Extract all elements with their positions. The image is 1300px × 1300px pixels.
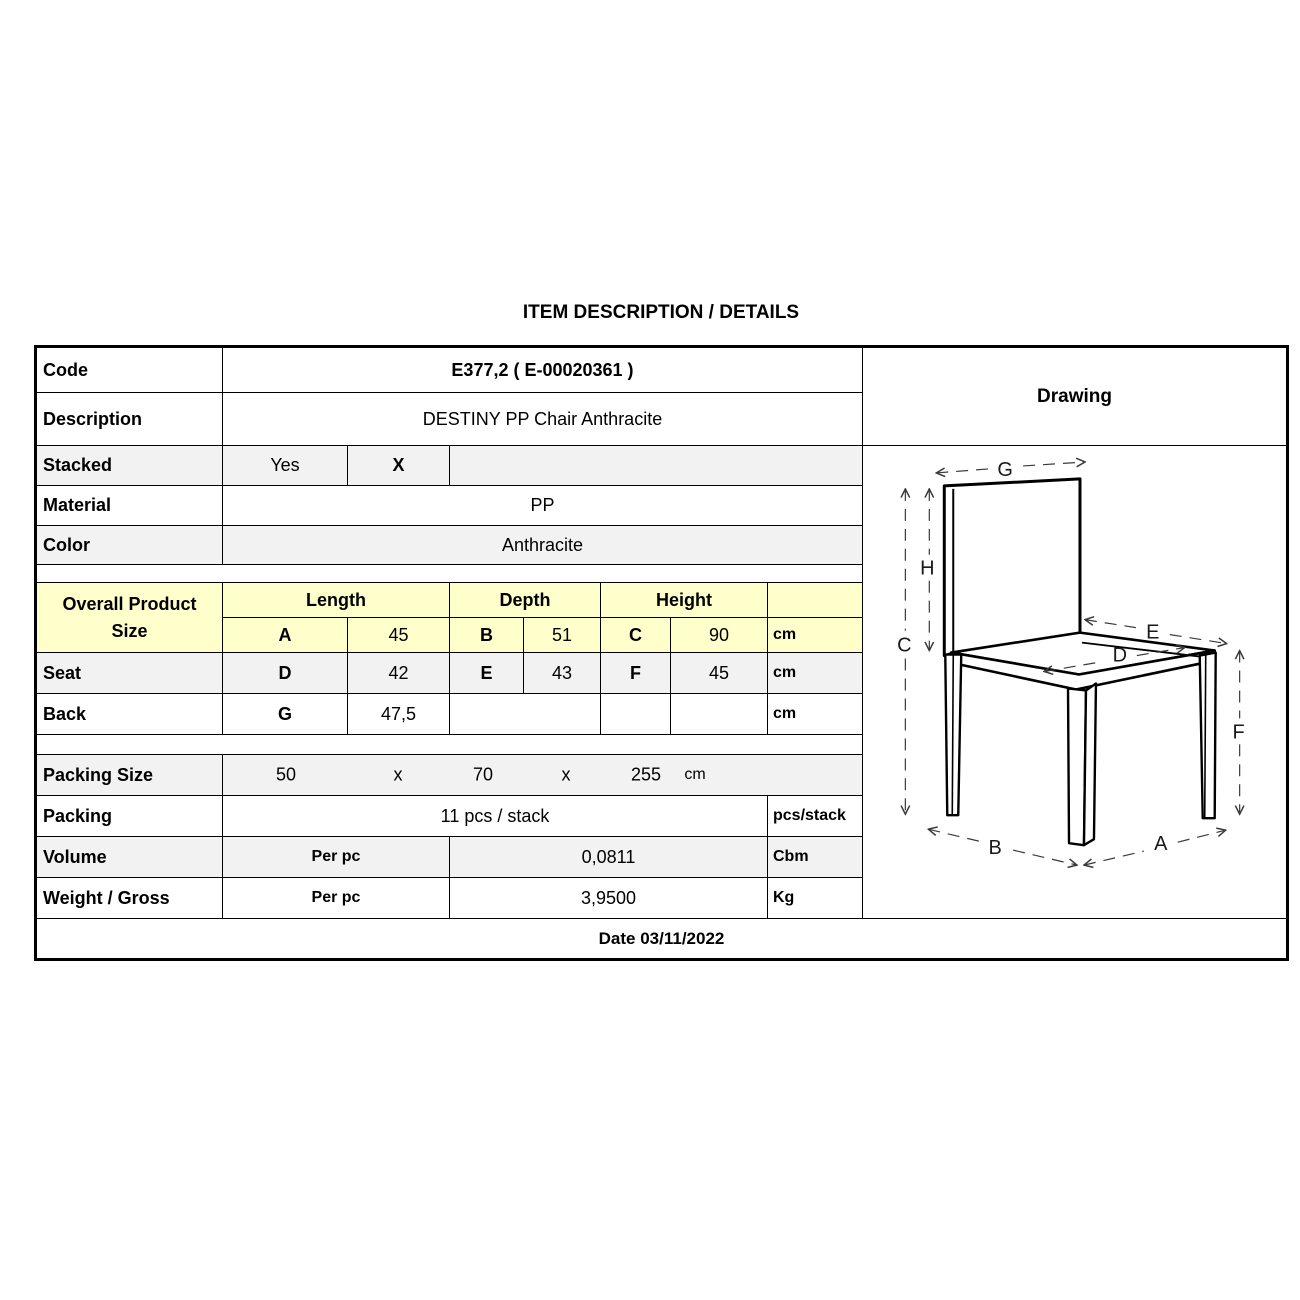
description-value: DESTINY PP Chair Anthracite [223,393,863,446]
weight-label: Weight / Gross [37,878,223,919]
back-label: Back [37,694,223,735]
packing-size-x2: x [561,764,571,785]
drawing-header: Drawing [863,348,1286,446]
chair-drawing: G H C E D F B A [897,446,1245,918]
dim-key-g: G [223,694,348,735]
stacked-empty [450,446,863,486]
weight-value: 3,9500 [450,878,768,919]
seat-label: Seat [37,653,223,694]
material-value: PP [223,486,863,526]
packing-label: Packing [37,796,223,837]
weight-per: Per pc [223,878,450,919]
overall-size-label-line1: Overall Product [62,594,197,615]
dim-key-d: D [223,653,348,694]
color-label: Color [37,526,223,565]
dim-key-b: B [450,618,524,653]
dim-value-a: 45 [348,618,450,653]
dimension-lines-top [905,462,1085,814]
overall-size-label-line2: Size [111,620,148,641]
stacked-option: Yes [223,446,348,486]
chair-seat [948,631,1217,691]
volume-unit: Cbm [768,837,863,878]
dim-label-d: D [1113,645,1127,667]
dim-label-e: E [1146,622,1159,644]
chair-backrest [942,477,1082,658]
code-label: Code [37,348,223,393]
dim-label-h: H [920,558,934,580]
dimension-labels: G H C E D F B A [897,459,1245,859]
dim-label-c: C [897,635,911,657]
overall-size-label: Overall Product Size [37,583,223,653]
back-unit: cm [768,694,863,735]
date-row: Date 03/11/2022 [598,928,725,948]
stacked-mark: X [348,446,450,486]
volume-per: Per pc [223,837,450,878]
volume-label: Volume [37,837,223,878]
dim-label-a: A [1154,833,1168,855]
dim-label-g: G [997,459,1013,481]
dim-value-d: 42 [348,653,450,694]
dim-label-b: B [989,837,1002,859]
spacer-row [37,565,863,583]
back-empty-1 [450,694,601,735]
dim-value-c: 90 [671,618,768,653]
weight-unit: Kg [768,878,863,919]
packing-size-label: Packing Size [37,755,223,796]
back-empty-3 [671,694,768,735]
dim-value-f: 45 [671,653,768,694]
seat-unit: cm [768,653,863,694]
packing-size-h: 255 [630,764,662,785]
overall-unit: cm [768,618,863,653]
dim-key-a: A [223,618,348,653]
item-description-table: Code E377,2 ( E-00020361 ) Drawing Descr… [34,345,1289,961]
back-empty-2 [601,694,671,735]
dim-label-f: F [1233,721,1245,743]
dim-key-c: C [601,618,671,653]
dim-value-e: 43 [524,653,601,694]
spacer-row [37,735,863,755]
packing-unit: pcs/stack [768,796,863,837]
description-label: Description [37,393,223,446]
height-header: Height [601,583,768,618]
depth-header: Depth [450,583,601,618]
dim-value-g: 47,5 [348,694,450,735]
packing-size-d: 70 [472,764,494,785]
dimension-lines-bottom [928,620,1239,865]
color-value: Anthracite [223,526,863,565]
drawing-cell: G H C E D F B A [863,446,1286,919]
stacked-label: Stacked [37,446,223,486]
packing-size-w: 50 [275,764,297,785]
packing-size-unit: cm [684,766,706,783]
packing-size-x1: x [393,764,403,785]
dim-key-f: F [601,653,671,694]
material-label: Material [37,486,223,526]
dim-key-e: E [450,653,524,694]
packing-size-value: 50 x 70 x 255 cm [223,755,863,796]
volume-value: 0,0811 [450,837,768,878]
code-value: E377,2 ( E-00020361 ) [223,348,863,393]
dim-value-b: 51 [524,618,601,653]
page-title: ITEM DESCRIPTION / DETAILS [522,302,800,323]
overall-unit-header-empty [768,583,863,618]
packing-value: 11 pcs / stack [223,796,768,837]
length-header: Length [223,583,450,618]
chair-legs [944,651,1217,847]
